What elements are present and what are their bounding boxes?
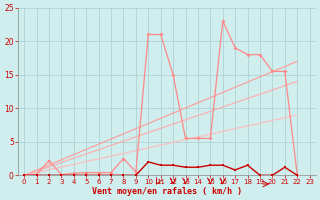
X-axis label: Vent moyen/en rafales ( km/h ): Vent moyen/en rafales ( km/h ) [92, 187, 242, 196]
